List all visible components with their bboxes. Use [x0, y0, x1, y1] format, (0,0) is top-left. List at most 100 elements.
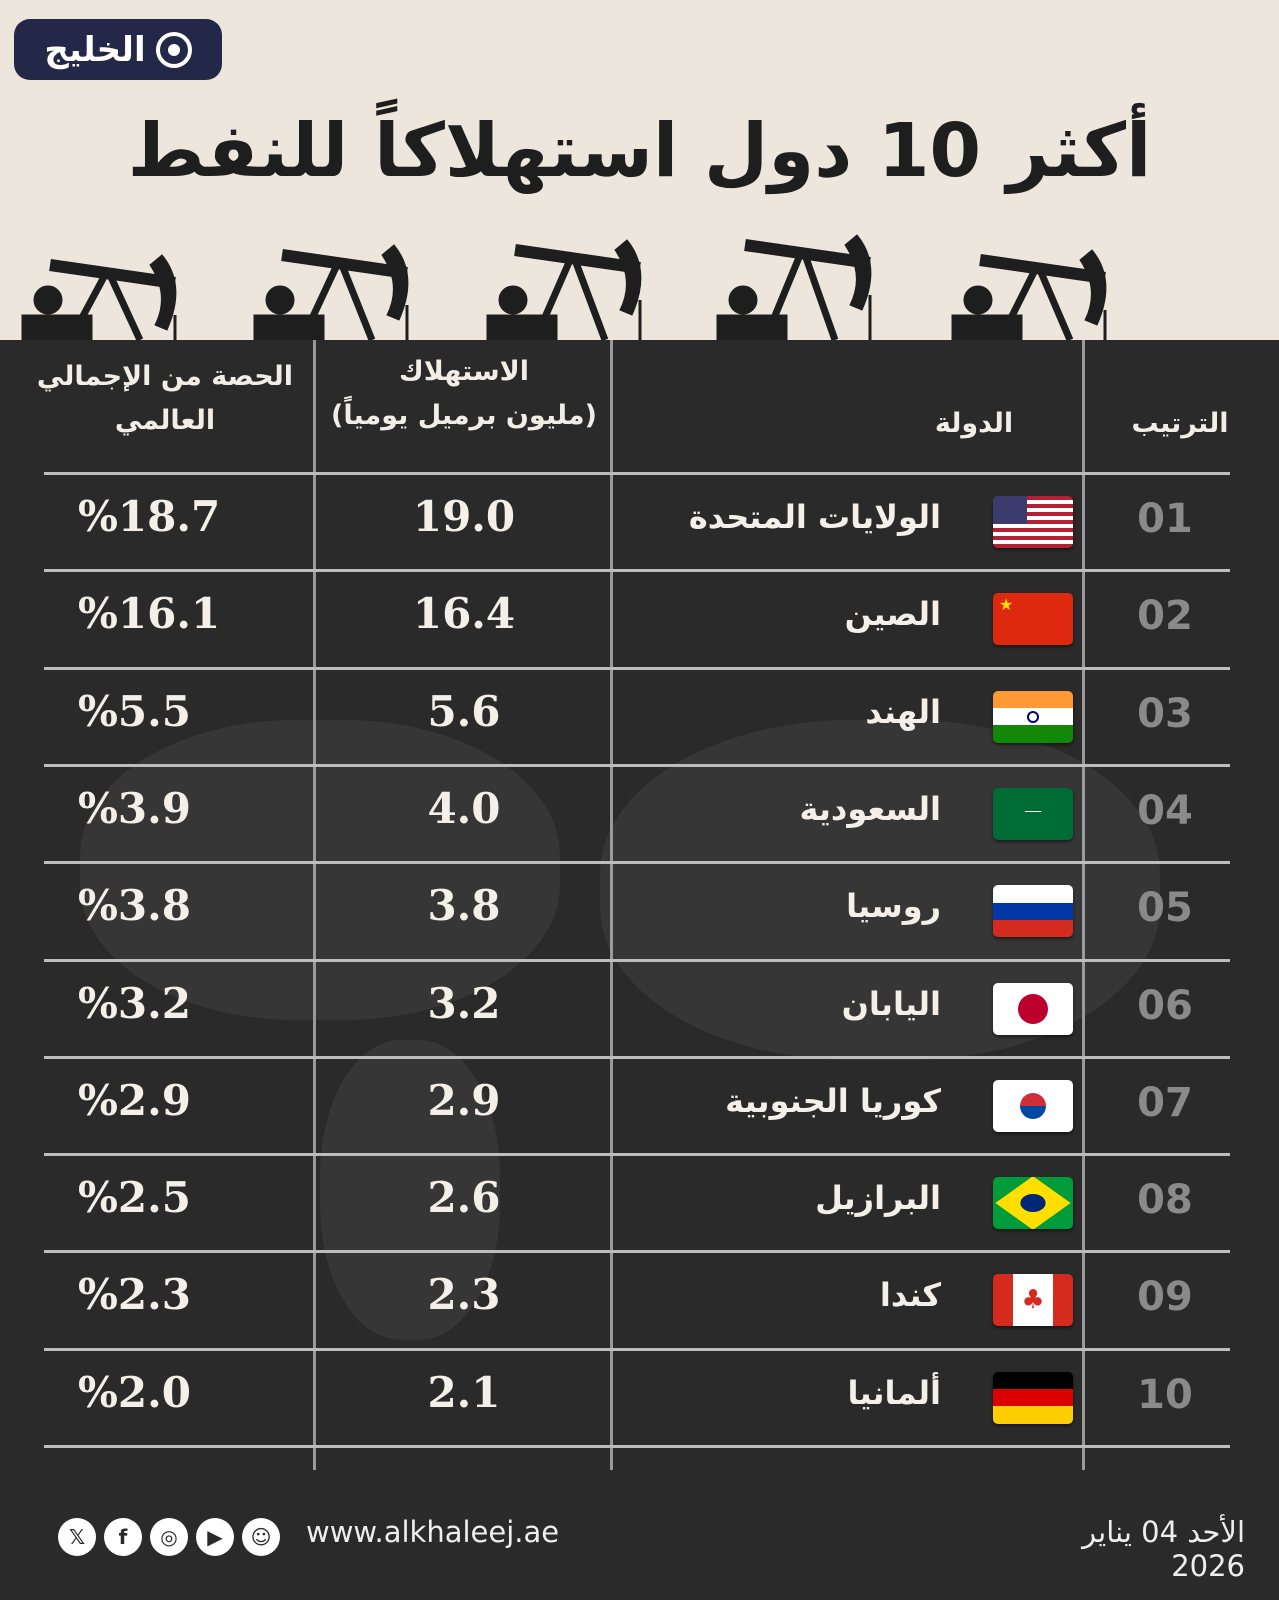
- brazil-flag: [993, 1177, 1073, 1230]
- share-value: %2.5: [78, 1173, 191, 1223]
- row-divider: [44, 861, 1230, 865]
- consumption-value: 2.6: [427, 1173, 501, 1223]
- row-divider: [44, 1153, 1230, 1157]
- rank: 01: [1137, 496, 1193, 542]
- table-row: 05 روسيا 3.8 %3.8: [0, 861, 1279, 958]
- consumption-value: 2.9: [427, 1075, 501, 1125]
- country-name: كندا: [879, 1276, 941, 1315]
- share-value: %3.2: [78, 978, 191, 1028]
- website-link[interactable]: www.alkhaleej.ae: [306, 1515, 560, 1549]
- country-name: روسيا: [846, 887, 941, 926]
- row-divider: [44, 569, 1230, 573]
- share-value: %2.3: [78, 1270, 191, 1320]
- consumption-value: 19.0: [412, 492, 516, 541]
- consumption-value: 3.8: [427, 881, 501, 931]
- logo: الخليج: [14, 19, 222, 80]
- ship-wheel-icon: [155, 31, 192, 68]
- japan-flag: [993, 982, 1073, 1035]
- consumption-value: 5.6: [427, 686, 501, 736]
- table-row: 02 ★ الصين 16.4 %16.1: [0, 569, 1279, 666]
- country-name: البرازيل: [815, 1179, 941, 1218]
- world-map-background: [80, 720, 560, 1020]
- divider: [313, 340, 316, 1470]
- consumption-value: 2.3: [427, 1270, 501, 1320]
- share-value: %3.8: [78, 881, 191, 931]
- table-row: 07 كوريا الجنوبية 2.9 %2.9: [0, 1056, 1279, 1153]
- country-name: الولايات المتحدة: [688, 498, 941, 536]
- china-flag: ★: [993, 593, 1073, 646]
- share-value: %5.5: [78, 686, 191, 736]
- ranking-table: الحصة من الإجمالي العالمي الاستهلاك (ملي…: [0, 340, 1279, 1470]
- header-consumption: الاستهلاك (مليون برميل يومياً): [316, 350, 612, 438]
- header-consumption-unit: (مليون برميل يومياً): [331, 400, 597, 431]
- divider: [1082, 340, 1085, 1470]
- instagram-icon[interactable]: ◎: [150, 1518, 188, 1556]
- rank: 02: [1137, 593, 1193, 640]
- snapchat-icon[interactable]: ☺: [242, 1518, 280, 1556]
- country-name: الهند: [865, 692, 941, 731]
- table-row: 04 ـــــ السعودية 4.0 %3.9: [0, 764, 1279, 861]
- country-name: ألمانيا: [847, 1373, 941, 1412]
- header-consumption-title: الاستهلاك: [398, 356, 529, 387]
- header-share: الحصة من الإجمالي العالمي: [36, 361, 294, 436]
- table-row: 10 ألمانيا 2.1 %2.0: [0, 1348, 1279, 1445]
- country-name: السعودية: [799, 789, 941, 828]
- youtube-icon[interactable]: ▶: [196, 1518, 234, 1556]
- page-title: أكثر 10 دول استهلاكاً للنفط: [127, 108, 1152, 194]
- x-icon[interactable]: 𝕏: [58, 1518, 96, 1556]
- row-divider: [44, 1347, 1230, 1351]
- consumption-value: 3.2: [427, 978, 501, 1028]
- rank: 07: [1137, 1079, 1193, 1126]
- canada-flag: ♣: [993, 1274, 1073, 1327]
- saudi-flag: ـــــ: [993, 787, 1073, 840]
- row-divider: [44, 958, 1230, 962]
- country-name: كوريا الجنوبية: [725, 1081, 941, 1120]
- rank: 04: [1137, 787, 1193, 834]
- country-name: اليابان: [841, 984, 941, 1023]
- consumption-value: 16.4: [412, 589, 516, 639]
- country-name: الصين: [844, 595, 941, 634]
- pumpjack-icon: [486, 239, 642, 340]
- world-map-background: [320, 1040, 500, 1340]
- table-row: 01 الولايات المتحدة 19.0 %18.7: [0, 472, 1279, 569]
- table-row: 08 البرازيل 2.6 %2.5: [0, 1153, 1279, 1250]
- header-rank: الترتيب: [1131, 408, 1229, 439]
- rank: 08: [1137, 1177, 1193, 1224]
- row-divider: [44, 1055, 1230, 1059]
- rank: 05: [1137, 885, 1193, 932]
- share-value: %2.9: [78, 1075, 191, 1125]
- row-divider: [44, 666, 1230, 670]
- share-value: %3.9: [78, 783, 191, 833]
- pumpjack-icon: [253, 244, 409, 340]
- pumpjack-silhouettes: [21, 234, 1107, 340]
- share-value: %18.7: [78, 492, 221, 541]
- share-value: %16.1: [78, 589, 221, 639]
- row-divider: [44, 1250, 1230, 1254]
- rank: 06: [1137, 982, 1193, 1029]
- divider: [610, 340, 613, 1470]
- table-row: 06 اليابان 3.2 %3.2: [0, 959, 1279, 1056]
- russia-flag: [993, 885, 1073, 938]
- date: الأحد 04 يناير 2026: [1082, 1515, 1245, 1583]
- row-divider: [44, 1445, 1230, 1448]
- consumption-value: 2.1: [427, 1367, 501, 1417]
- header-country: الدولة: [934, 408, 1014, 439]
- us-flag: [993, 496, 1073, 548]
- pumpjack-icon: [716, 234, 872, 340]
- row-divider: [44, 472, 1230, 475]
- table-row: 09 ♣ كندا 2.3 %2.3: [0, 1250, 1279, 1347]
- share-value: %2.0: [78, 1367, 191, 1417]
- germany-flag: [993, 1371, 1073, 1424]
- rank: 09: [1137, 1274, 1193, 1321]
- pumpjack-icon: [951, 249, 1107, 340]
- consumption-value: 4.0: [427, 783, 501, 833]
- logo-text: الخليج: [44, 29, 146, 70]
- rank: 10: [1137, 1371, 1193, 1418]
- table-row: 03 الهند 5.6 %5.5: [0, 667, 1279, 764]
- korea-flag: [993, 1079, 1073, 1132]
- row-divider: [44, 763, 1230, 767]
- india-flag: [993, 690, 1073, 743]
- facebook-icon[interactable]: f: [104, 1518, 142, 1556]
- rank: 03: [1137, 690, 1193, 737]
- pumpjack-icon: [21, 254, 177, 340]
